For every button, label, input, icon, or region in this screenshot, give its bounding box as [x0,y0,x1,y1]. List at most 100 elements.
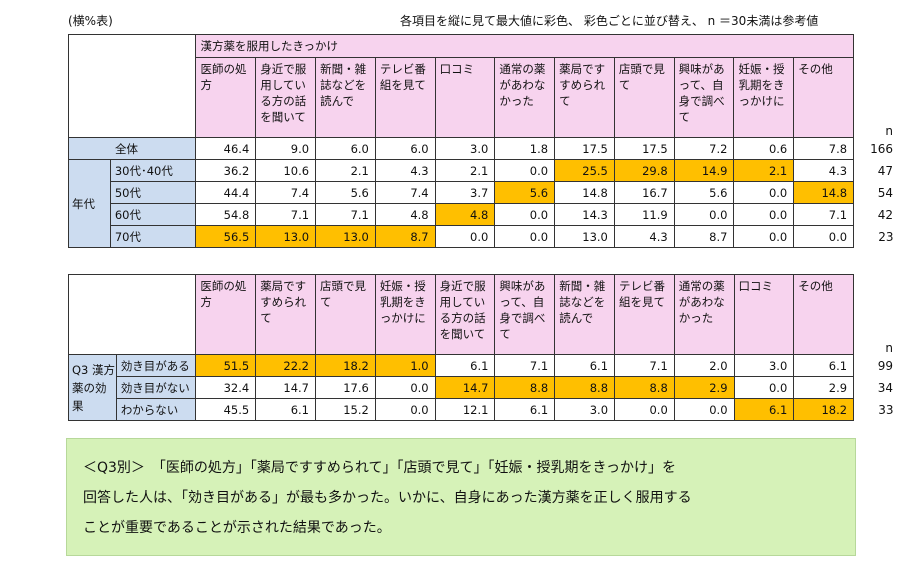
column-header: 薬局ですすめられて [255,274,316,355]
table-legend-note: 各項目を縦に見て最大値に彩色、 彩色ごとに並び替え、 n ＝30未満は参考値 [400,14,819,28]
row-label: 効き目がない [115,376,197,399]
table-cell: 46.4 [195,137,257,160]
table-cell: 7.1 [315,203,376,226]
table-cell: 17.5 [554,137,615,160]
column-header: 店頭で見て [613,57,675,138]
table-cell: 32.4 [195,376,257,399]
table-cell: 14.7 [255,376,316,399]
table-cell: 5.6 [315,181,376,204]
table-cell-highlight: 2.1 [733,159,795,182]
table-cell-highlight: 4.8 [434,203,496,226]
table-cell: 6.1 [434,354,496,377]
table-cell: 6.1 [255,398,316,421]
column-header: 身近で服用している方の話を聞いて [255,57,317,138]
table-cell: 7.2 [673,137,735,160]
row-label: 全体 [67,137,197,160]
table-cell: 7.4 [374,181,436,204]
row-label: 70代 [109,225,197,248]
table-cell: 3.0 [554,398,616,421]
n-value: 34 [853,376,900,399]
table-cell: 4.3 [613,225,675,248]
table-cell: 3.0 [434,137,496,160]
table-cell: 0.0 [614,398,675,421]
table-cell-highlight: 13.0 [255,225,317,248]
table-cell: 4.8 [374,203,436,226]
table-by-age: 漢方薬を服用したきっかけ 医師の処方 身近で服用している方の話を聞いて 新聞・雑… [67,34,900,248]
table-cell-highlight: 25.5 [554,159,615,182]
summary-line: ＜Q3別＞ 「医師の処方」「薬局ですすめられて」「店頭で見て」「妊娠・授乳期をき… [83,460,676,476]
table-cell: 3.7 [434,181,496,204]
table-cell: 4.3 [793,159,855,182]
n-value: 99 [853,354,900,377]
table-cell-highlight: 22.2 [255,354,316,377]
table-by-effect: 医師の処方 薬局ですすめられて 店頭で見て 妊娠・授乳期をきっかけに 身近で服用… [67,274,900,421]
n-value: 23 [853,225,900,248]
column-header: 興味があって、自身で調べて [494,274,556,355]
table-cell-highlight: 8.7 [374,225,436,248]
table-cell-highlight: 2.9 [673,376,735,399]
table-cell: 44.4 [195,181,257,204]
column-header: テレビ番組を見て [614,274,675,355]
table-cell: 0.0 [494,203,556,226]
row-label: 効き目がある [115,354,197,377]
column-header: 妊娠・授乳期をきっかけに [733,57,795,138]
table-cell: 6.1 [554,354,616,377]
table-cell-highlight: 1.0 [374,354,436,377]
table-cell: 2.1 [315,159,376,182]
table-cell: 0.0 [374,376,436,399]
table-cell: 0.0 [733,225,795,248]
table-cell: 7.1 [793,203,855,226]
table-cell: 0.0 [673,398,735,421]
column-header: 口コミ [733,274,795,355]
column-header: その他 [793,57,855,138]
table-cell: 54.8 [195,203,257,226]
table-corner [67,34,197,138]
column-header: 通常の薬があわなかった [494,57,556,138]
table-cell: 10.6 [255,159,317,182]
n-value: 33 [853,398,900,421]
table-cell-highlight: 14.9 [673,159,735,182]
table-cell: 36.2 [195,159,257,182]
table-cell: 0.0 [733,181,795,204]
table-cell: 0.0 [673,203,735,226]
column-header: テレビ番組を見て [374,57,436,138]
column-header: 新聞・雑誌などを読んで [554,274,616,355]
column-header: 興味があって、自身で調べて [673,57,735,138]
table-cell: 0.6 [733,137,795,160]
table-cell-highlight: 18.2 [315,354,376,377]
column-header: 通常の薬があわなかった [673,274,735,355]
table-cell: 12.1 [434,398,496,421]
column-header: 口コミ [434,57,496,138]
table-corner [67,274,197,355]
table-cell: 0.0 [374,398,436,421]
table-cell: 9.0 [255,137,317,160]
summary-line: ことが重要であることが示された結果であった。 [83,520,391,536]
table-cell: 16.7 [613,181,675,204]
n-header: n [853,274,900,355]
column-header: 薬局ですすめられて [554,57,615,138]
row-label: 50代 [109,181,197,204]
table-cell-highlight: 13.0 [315,225,376,248]
table-cell-highlight: 51.5 [195,354,257,377]
table-cell: 7.1 [494,354,556,377]
n-value: 42 [853,203,900,226]
table-cell: 2.1 [434,159,496,182]
column-header: その他 [793,274,855,355]
row-label: わからない [115,398,197,421]
summary-note: ＜Q3別＞ 「医師の処方」「薬局ですすめられて」「店頭で見て」「妊娠・授乳期をき… [66,438,856,556]
row-label: 60代 [109,203,197,226]
table-cell: 13.0 [554,225,615,248]
table-cell: 0.0 [733,203,795,226]
table-cell: 17.5 [613,137,675,160]
column-header: 妊娠・授乳期をきっかけに [374,274,436,355]
table-cell: 7.4 [255,181,317,204]
row-label: 30代･40代 [109,159,197,182]
table-cell: 2.0 [673,354,735,377]
table-cell: 11.9 [613,203,675,226]
column-header: 医師の処方 [195,57,257,138]
table-cell: 6.0 [315,137,376,160]
table-title: 漢方薬を服用したきっかけ [195,34,855,58]
n-value: 166 [853,137,900,160]
table-cell-highlight: 6.1 [733,398,795,421]
table-unit-label: (横%表) [68,14,113,28]
